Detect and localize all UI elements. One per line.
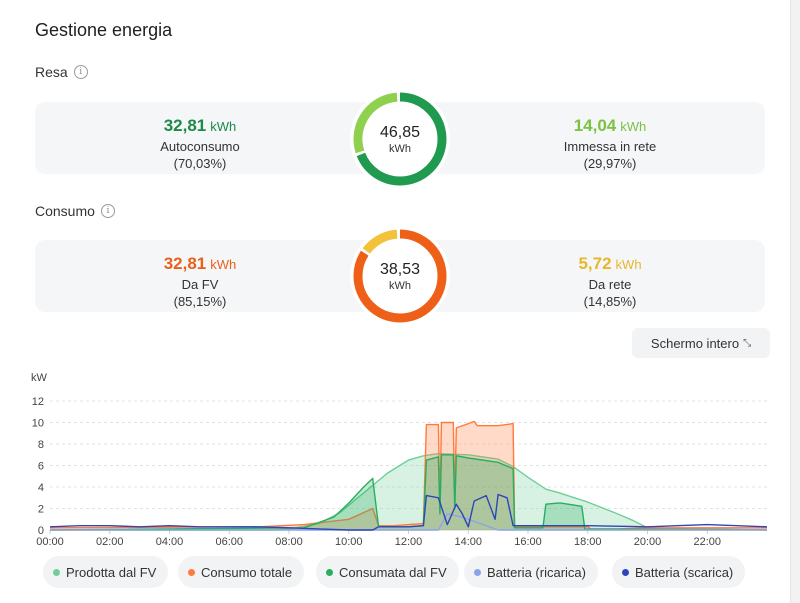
autoconsumo-value: 32,81 <box>163 116 207 135</box>
resa-donut-chart: 46,85 kWh <box>350 89 450 189</box>
consumo-section-label: Consumo i <box>35 203 115 219</box>
immessa-unit: kWh <box>620 119 647 134</box>
consumo-donut-main <box>353 229 447 323</box>
da-fv-unit: kWh <box>210 257 237 272</box>
legend-item[interactable]: Prodotta dal FV <box>43 556 169 588</box>
autoconsumo-unit: kWh <box>210 119 237 134</box>
legend-dot-icon <box>474 568 481 576</box>
x-tick-label: 22:00 <box>693 536 721 548</box>
da-fv-value: 32,81 <box>163 254 207 273</box>
resa-donut-main <box>353 92 447 186</box>
legend-item[interactable]: Batteria (scarica) <box>612 556 746 588</box>
legend-dot-icon <box>53 568 60 576</box>
da-fv-percent: (85,15%) <box>173 294 227 309</box>
consumo-total-value: 38,53 <box>379 260 421 278</box>
legend-item[interactable]: Consumata dal FV <box>316 556 459 588</box>
fullscreen-label: Schermo intero <box>650 335 740 351</box>
y-tick-label: 0 <box>38 525 44 537</box>
x-tick-label: 00:00 <box>36 536 64 548</box>
resa-total-unit: kWh <box>389 142 411 155</box>
legend-dot-icon <box>188 568 195 576</box>
y-tick-label: 4 <box>38 482 44 494</box>
autoconsumo-percent: (70,03%) <box>173 156 227 171</box>
y-tick-label: 10 <box>32 418 44 430</box>
x-tick-label: 20:00 <box>634 536 662 548</box>
consumo-donut-rest <box>353 229 447 323</box>
x-tick-label: 02:00 <box>96 536 124 548</box>
legend-label: Batteria (scarica) <box>635 564 734 580</box>
da-rete-percent: (14,85%) <box>583 294 637 309</box>
resa-donut-rest <box>353 92 447 186</box>
legend-item[interactable]: Batteria (ricarica) <box>464 556 598 588</box>
autoconsumo-label: Autoconsumo <box>160 139 240 154</box>
y-axis-label: kW <box>31 372 48 384</box>
immessa-value: 14,04 <box>573 116 617 135</box>
da-rete-stat: 5,72 kWh Da rete (14,85%) <box>490 254 730 309</box>
legend-item[interactable]: Consumo totale <box>178 556 305 588</box>
legend-label: Batteria (ricarica) <box>487 564 586 580</box>
legend-dot-icon <box>326 568 333 576</box>
da-rete-unit: kWh <box>615 257 642 272</box>
power-chart: kW 0 2 4 6 8 10 12 00:00 02:00 04:00 06:00 08:00 10:0… <box>31 372 768 548</box>
da-rete-label: Da rete <box>588 277 632 292</box>
legend-label: Consumo totale <box>201 564 293 580</box>
resa-total-value: 46,85 <box>379 123 421 141</box>
series-line-batteria-scarica <box>49 493 768 531</box>
page-title: Gestione energia <box>35 20 173 40</box>
x-tick-label: 14:00 <box>454 536 482 548</box>
series-line-consumata-dal-fv <box>49 454 768 531</box>
legend-label: Prodotta dal FV <box>66 564 157 580</box>
x-tick-label: 16:00 <box>514 536 542 548</box>
consumo-total-unit: kWh <box>389 279 411 292</box>
x-tick-label: 04:00 <box>156 536 184 548</box>
x-tick-label: 18:00 <box>574 536 602 548</box>
info-icon[interactable]: i <box>100 204 115 218</box>
resa-label: Resa <box>35 64 68 80</box>
legend-dot-icon <box>622 568 629 576</box>
expand-icon: ⤡ <box>743 337 752 349</box>
info-icon[interactable]: i <box>73 65 88 79</box>
autoconsumo-stat: 32,81 kWh Autoconsumo (70,03%) <box>80 116 320 171</box>
y-tick-label: 12 <box>32 396 44 408</box>
da-fv-stat: 32,81 kWh Da FV (85,15%) <box>80 254 320 309</box>
consumo-label: Consumo <box>35 203 95 219</box>
series-line-batteria-ricarica <box>50 513 767 531</box>
consumo-donut-chart: 38,53 kWh <box>350 226 450 326</box>
immessa-label: Immessa in rete <box>563 139 657 154</box>
x-tick-label: 12:00 <box>395 536 423 548</box>
page-edge <box>790 0 800 603</box>
y-tick-label: 6 <box>38 461 44 473</box>
fullscreen-button[interactable]: Schermo intero ⤡ <box>632 328 770 358</box>
immessa-stat: 14,04 kWh Immessa in rete (29,97%) <box>490 116 730 171</box>
series-area-prodotta-dal-fv <box>50 453 767 530</box>
da-rete-value: 5,72 <box>578 254 612 273</box>
immessa-percent: (29,97%) <box>583 156 637 171</box>
x-tick-label: 08:00 <box>275 536 303 548</box>
x-tick-label: 06:00 <box>215 536 243 548</box>
x-tick-label: 10:00 <box>335 536 363 548</box>
resa-section-label: Resa i <box>35 64 88 80</box>
chart-legend: Prodotta dal FV Consumo totale Consumata d… <box>0 556 800 590</box>
y-tick-label: 8 <box>38 439 44 451</box>
legend-label: Consumata dal FV <box>339 564 447 580</box>
da-fv-label: Da FV <box>181 277 219 292</box>
y-tick-label: 2 <box>38 504 44 516</box>
